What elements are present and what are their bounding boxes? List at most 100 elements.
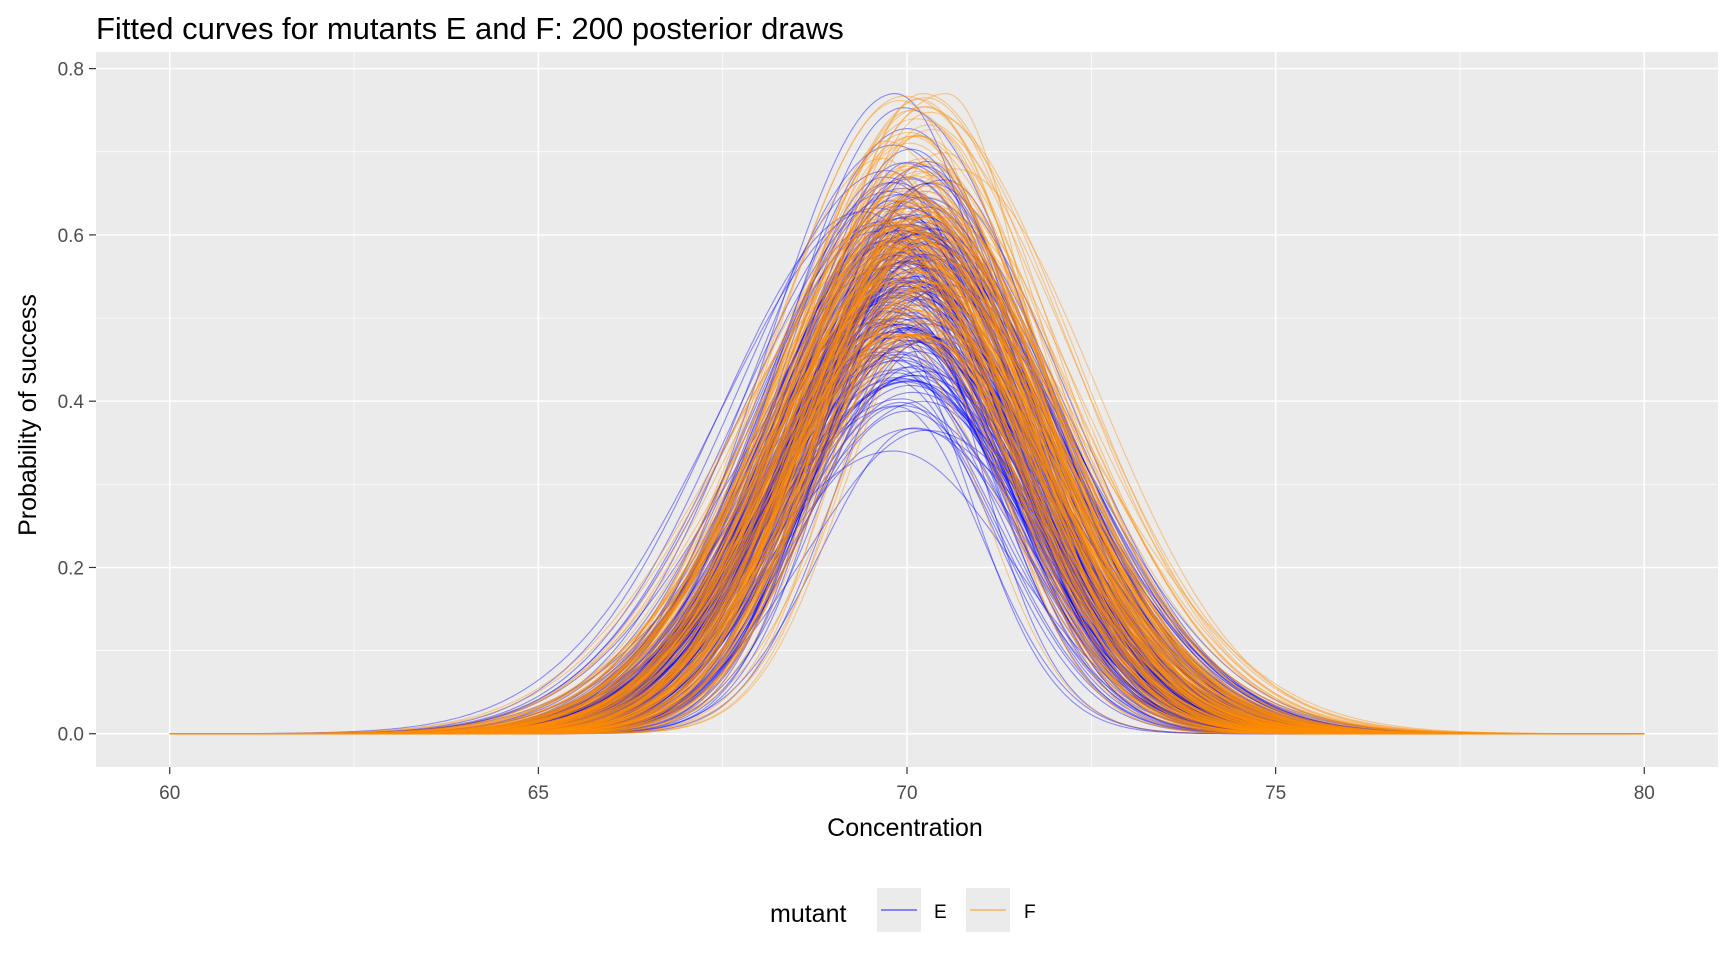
- curve-e: [169, 370, 1645, 735]
- curve-e: [169, 329, 1645, 735]
- curve-e: [169, 360, 1645, 735]
- curve-f: [169, 214, 1645, 735]
- curve-e: [169, 384, 1645, 735]
- curve-f: [169, 196, 1645, 735]
- curve-f: [169, 334, 1645, 735]
- curve-e: [169, 253, 1645, 735]
- curve-f: [169, 97, 1645, 735]
- curve-e: [169, 398, 1645, 735]
- curve-e: [169, 194, 1645, 735]
- curve-e: [169, 410, 1645, 735]
- curve-f: [169, 220, 1645, 735]
- curve-f: [169, 288, 1645, 735]
- curve-f: [169, 334, 1645, 735]
- curve-e: [169, 280, 1645, 735]
- chart-title: Fitted curves for mutants E and F: 200 p…: [96, 11, 844, 46]
- curve-f: [169, 93, 1645, 735]
- curve-f: [169, 246, 1645, 735]
- curve-e: [169, 289, 1645, 735]
- curve-e: [169, 286, 1645, 735]
- curve-e: [169, 372, 1645, 735]
- curve-e: [169, 268, 1645, 735]
- curve-f: [169, 193, 1645, 735]
- y-tick-label: 0.8: [58, 60, 84, 81]
- curve-f: [169, 280, 1645, 735]
- curve-e: [169, 310, 1645, 735]
- curve-e: [169, 284, 1645, 735]
- curve-e: [169, 178, 1645, 735]
- curve-f: [169, 281, 1645, 735]
- curve-e: [169, 196, 1645, 735]
- curve-e: [169, 323, 1645, 735]
- curve-e: [169, 276, 1645, 735]
- curve-e: [169, 353, 1645, 735]
- curve-f: [169, 253, 1645, 735]
- curve-f: [169, 209, 1645, 735]
- curve-e: [169, 190, 1645, 735]
- curve-f: [169, 280, 1645, 735]
- curve-e: [169, 148, 1645, 735]
- curve-f: [169, 240, 1645, 735]
- curve-f: [169, 258, 1645, 735]
- curve-e: [169, 339, 1645, 735]
- curve-f: [169, 218, 1645, 735]
- curve-e: [169, 162, 1645, 735]
- curve-e: [169, 391, 1645, 735]
- curve-f: [169, 217, 1645, 735]
- curve-e: [169, 217, 1645, 735]
- curve-e: [169, 182, 1645, 735]
- curve-f: [169, 226, 1645, 735]
- curve-e: [169, 128, 1645, 735]
- curve-e: [169, 238, 1645, 735]
- curve-e: [169, 304, 1645, 735]
- curve-e: [169, 290, 1645, 735]
- curve-f: [169, 174, 1645, 735]
- curve-e: [169, 427, 1645, 735]
- legend-label-e: E: [934, 902, 947, 923]
- curve-f: [169, 167, 1645, 735]
- curve-e: [169, 221, 1645, 735]
- curve-f: [169, 234, 1645, 735]
- curve-e: [169, 347, 1645, 735]
- curve-e: [169, 404, 1645, 735]
- curve-e: [169, 236, 1645, 735]
- curve-e: [169, 378, 1645, 735]
- curve-f: [169, 202, 1645, 735]
- curve-f: [169, 262, 1645, 735]
- y-tick-label: 0.6: [58, 226, 84, 247]
- curve-e: [169, 379, 1645, 735]
- curve-f: [169, 215, 1645, 735]
- curve-f: [169, 199, 1645, 735]
- curve-e: [169, 242, 1645, 735]
- curve-e: [169, 400, 1645, 735]
- curve-e: [169, 256, 1645, 735]
- curve-f: [169, 245, 1645, 735]
- curve-f: [169, 201, 1645, 735]
- curve-e: [169, 354, 1645, 735]
- curve-f: [169, 225, 1645, 735]
- curve-f: [169, 248, 1645, 735]
- curve-f: [169, 221, 1645, 735]
- curve-e: [169, 201, 1645, 735]
- curve-f: [169, 193, 1645, 735]
- curve-e: [169, 281, 1645, 735]
- curve-e: [169, 261, 1645, 735]
- curve-f: [169, 304, 1645, 735]
- curve-f: [169, 185, 1645, 735]
- curve-e: [169, 280, 1645, 735]
- curve-f: [169, 158, 1645, 735]
- curve-f: [169, 284, 1645, 735]
- curve-e: [169, 328, 1645, 735]
- curve-f: [169, 162, 1645, 735]
- curve-f: [169, 231, 1645, 735]
- curve-f: [169, 118, 1645, 735]
- series-e-curves: [169, 93, 1645, 735]
- x-tick-labels: 60 65 70 75 80: [159, 783, 1655, 804]
- curve-f: [169, 234, 1645, 735]
- curve-e: [169, 263, 1645, 735]
- curve-f: [169, 220, 1645, 735]
- curve-f: [169, 181, 1645, 735]
- curve-e: [169, 234, 1645, 735]
- curve-f: [169, 199, 1645, 735]
